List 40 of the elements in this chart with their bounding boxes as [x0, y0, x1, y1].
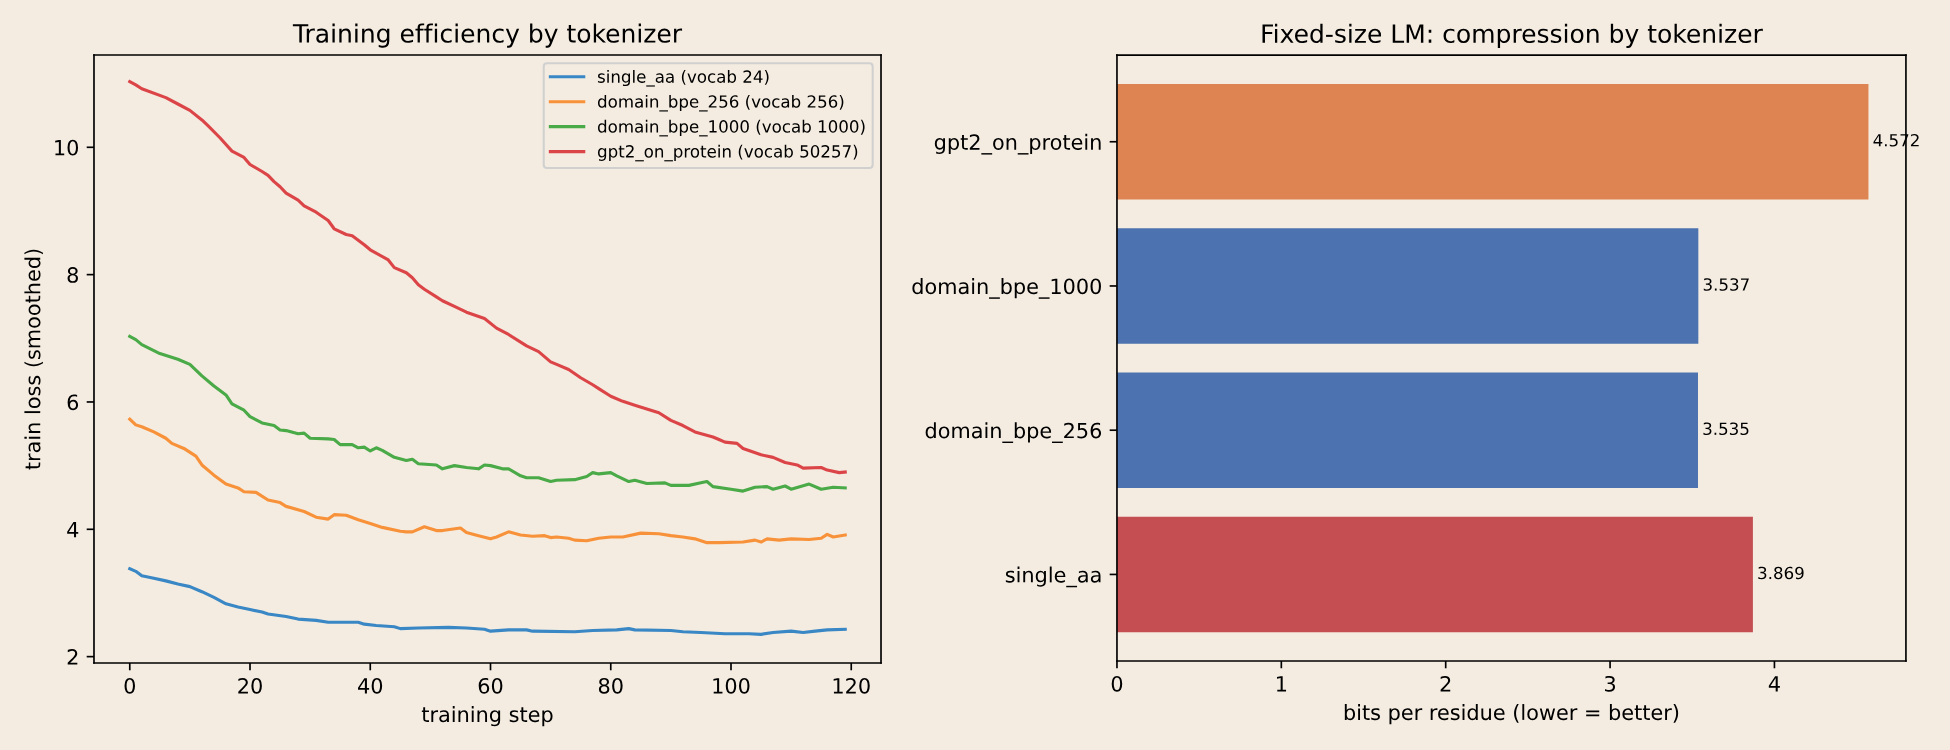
y-tick-label: 10	[55, 139, 79, 156]
y-tick-label: 6	[67, 394, 79, 411]
legend-label: single_aa (vocab 24)	[597, 69, 769, 87]
x-tick-label: 20	[238, 677, 262, 694]
x-tick-label: 4	[1768, 676, 1780, 692]
y-tick-label: gpt2_on_protein	[934, 133, 1101, 155]
data-label: 3.537	[1703, 278, 1749, 291]
x-tick-label: 0	[1111, 675, 1123, 692]
y-tick-label: 8	[67, 267, 78, 283]
y-tick-label: single_aa	[1005, 566, 1101, 588]
x-tick-label: 2	[1440, 675, 1451, 692]
data-label: 3.535	[1703, 422, 1749, 436]
bar	[1116, 228, 1699, 344]
chart-title: Training efficiency by tokenizer	[292, 23, 683, 48]
y-tick-label: 4	[67, 522, 79, 538]
y-axis-title: train loss (smoothed)	[24, 249, 43, 470]
x-axis-title: training step	[421, 706, 553, 727]
line-series	[128, 417, 847, 545]
x-axis-title: bits per residue (lower = better)	[1344, 704, 1679, 725]
chart-title: Fixed-size LM: compression by tokenizer	[1262, 23, 1763, 48]
legend-label: gpt2_on_protein (vocab 50257)	[597, 144, 858, 162]
legend-label: domain_bpe_1000 (vocab 1000)	[597, 119, 865, 137]
data-label: 3.869	[1758, 566, 1804, 580]
y-tick-label: domain_bpe_256	[925, 422, 1102, 444]
x-tick-label: 60	[478, 677, 503, 694]
y-tick-label: 2	[67, 649, 78, 665]
x-tick-label: 0	[124, 677, 136, 694]
bar	[1116, 516, 1753, 633]
x-tick-label: 1	[1276, 676, 1287, 692]
x-tick-label: 3	[1605, 675, 1616, 692]
line-series	[128, 334, 847, 493]
x-tick-label: 100	[713, 677, 750, 694]
legend-label: domain_bpe_256 (vocab 256)	[597, 94, 844, 112]
x-tick-label: 120	[833, 677, 870, 694]
bar	[1116, 372, 1698, 488]
line-series	[128, 567, 847, 636]
x-tick-label: 80	[598, 677, 623, 694]
x-tick-label: 40	[358, 677, 383, 694]
y-tick-label: domain_bpe_1000	[912, 278, 1101, 299]
bar	[1116, 84, 1869, 200]
